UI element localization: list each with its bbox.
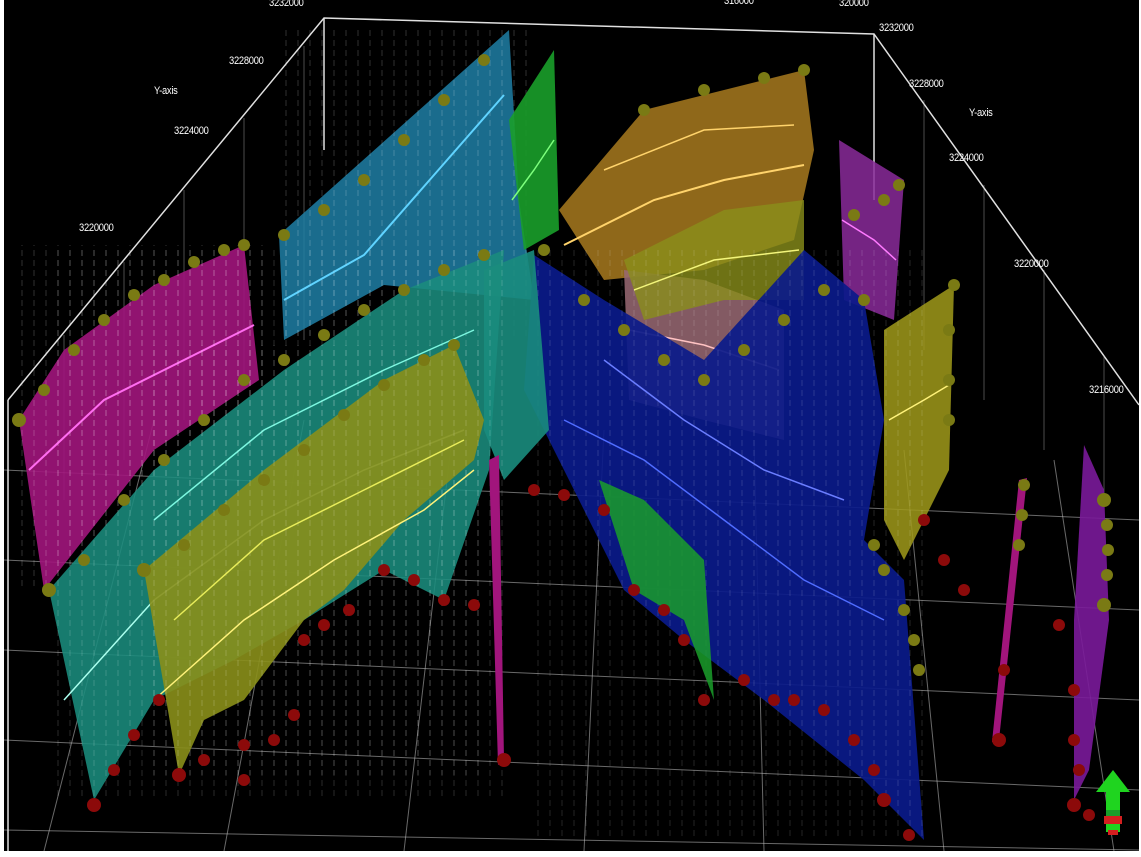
right-tick-label: 3216000 <box>1089 384 1124 396</box>
y-axis-label-right: Y-axis <box>969 107 993 119</box>
left-tick-label: 3224000 <box>174 125 209 137</box>
bottom-markers <box>87 484 1095 841</box>
magenta-fault-thin <box>489 455 504 765</box>
fault-model-scene[interactable] <box>4 0 1139 851</box>
left-tick-label: 3228000 <box>229 55 264 67</box>
green-fault-center <box>509 50 559 250</box>
3d-viewport[interactable]: 3232000 3228000 3224000 3220000 Y-axis 3… <box>4 0 1139 851</box>
left-tick-label: 3232000 <box>269 0 304 9</box>
left-tick-label: 3220000 <box>79 222 114 234</box>
top-markers <box>12 54 1114 676</box>
right-tick-label: 3220000 <box>1014 258 1049 270</box>
right-tick-label: 3228000 <box>909 78 944 90</box>
top-tick-label: 316000 <box>724 0 754 7</box>
north-arrow-icon[interactable] <box>1096 770 1130 836</box>
top-tick-label: 320000 <box>839 0 869 9</box>
right-tick-label: 3232000 <box>879 22 914 34</box>
green-fault-lower <box>599 480 714 700</box>
y-axis-label-left: Y-axis <box>154 85 178 97</box>
purple-fault-far-right <box>1074 445 1109 800</box>
right-tick-label: 3224000 <box>949 152 984 164</box>
